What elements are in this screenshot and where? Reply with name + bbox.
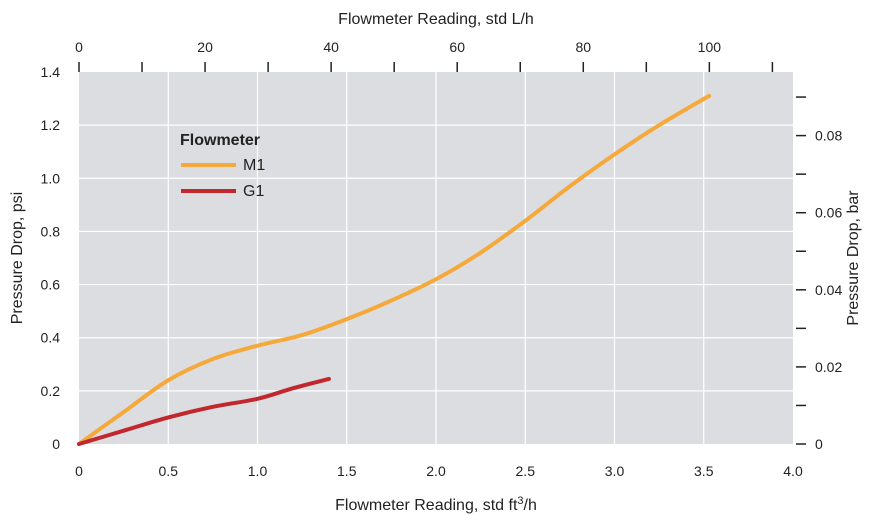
bottom-axis-tick-label: 0 (75, 463, 83, 479)
right-axis-title: Pressure Drop, bar (845, 190, 862, 326)
legend: Flowmeter M1 G1 (180, 132, 265, 200)
bottom-axis-title-tail: /h (524, 497, 537, 514)
series-line-m1 (77, 93, 712, 446)
bottom-axis-title-superscript: 3 (517, 495, 523, 507)
right-axis-tick-label: 0 (815, 436, 823, 452)
top-axis-tick-label: 0 (75, 39, 83, 55)
grid-lines (79, 72, 793, 444)
right-axis-tick-label: 0.06 (815, 205, 842, 221)
bottom-axis-tick-label: 0.5 (159, 463, 179, 479)
right-axis-tick-label: 0.04 (815, 282, 842, 298)
left-axis-tick-label: 0.4 (41, 330, 61, 346)
left-axis-tick-label: 1.0 (41, 170, 61, 186)
right-axis-tick-label: 0.02 (815, 359, 842, 375)
bottom-axis-title: Flowmeter Reading, std ft3/h (335, 495, 537, 514)
bottom-axis-tick-label: 1.5 (337, 463, 357, 479)
left-axis-tick-label: 0.8 (41, 223, 61, 239)
top-axis-tick-label: 60 (449, 39, 465, 55)
right-axis: 0 0.02 0.04 0.06 0.08 (796, 96, 842, 452)
series-line-g1 (77, 376, 331, 446)
right-axis-tick-label: 0.08 (815, 128, 842, 144)
left-axis-tick-label: 0.2 (41, 383, 61, 399)
bottom-axis-tick-label: 1.0 (248, 463, 268, 479)
top-axis-tick-label: 40 (323, 39, 339, 55)
left-axis-tick-label: 1.4 (41, 64, 61, 80)
left-axis-tick-label: 0.6 (41, 277, 61, 293)
top-axis-tick-label: 80 (575, 39, 591, 55)
top-axis-title: Flowmeter Reading, std L/h (338, 11, 534, 28)
bottom-axis-title-main: Flowmeter Reading, std ft (335, 497, 518, 514)
top-axis-tick-label: 20 (197, 39, 213, 55)
left-axis-title: Pressure Drop, psi (9, 192, 26, 325)
bottom-axis-tick-label: 3.5 (694, 463, 714, 479)
bottom-axis-tick-label: 2.5 (516, 463, 536, 479)
legend-title: Flowmeter (180, 132, 260, 149)
bottom-axis-tick-label: 3.0 (605, 463, 625, 479)
legend-label-g1: G1 (243, 183, 264, 200)
bottom-axis: 0 0.5 1.0 1.5 2.0 2.5 3.0 3.5 4.0 (75, 463, 803, 479)
series-layer (77, 93, 712, 446)
left-axis-tick-label: 0 (52, 436, 60, 452)
top-axis: 0 20 40 60 80 100 (75, 39, 774, 72)
bottom-axis-tick-label: 4.0 (783, 463, 803, 479)
left-axis-tick-label: 1.2 (41, 117, 61, 133)
legend-label-m1: M1 (243, 157, 265, 174)
bottom-axis-tick-label: 2.0 (426, 463, 446, 479)
top-axis-tick-label: 100 (698, 39, 722, 55)
left-axis: 0 0.2 0.4 0.6 0.8 1.0 1.2 1.4 (41, 64, 61, 452)
